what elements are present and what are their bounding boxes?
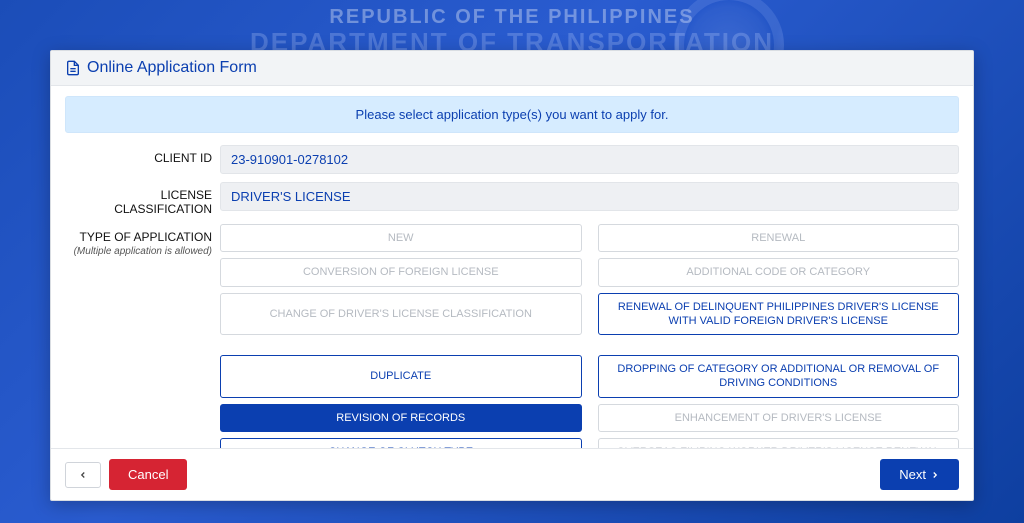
application-type-options: NEW RENEWAL CONVERSION OF FOREIGN LICENS…	[220, 224, 959, 448]
opt-change-clutch[interactable]: CHANGE OF CLUTCH TYPE	[220, 438, 582, 448]
row-client-id: CLIENT ID 23-910901-0278102	[65, 145, 959, 174]
opt-renewal-delinquent-foreign[interactable]: RENEWAL OF DELINQUENT PHILIPPINES DRIVER…	[598, 293, 960, 336]
row-license-classification: LICENSE CLASSIFICATION DRIVER'S LICENSE	[65, 182, 959, 216]
value-client-id: 23-910901-0278102	[220, 145, 959, 174]
label-type-of-application-text: TYPE OF APPLICATION	[80, 230, 212, 244]
opt-revision-records[interactable]: REVISION OF RECORDS	[220, 404, 582, 432]
bg-line1: REPUBLIC OF THE PHILIPPINES	[0, 6, 1024, 28]
panel-footer: Cancel Next	[51, 448, 973, 500]
opt-enhancement: ENHANCEMENT OF DRIVER'S LICENSE	[598, 404, 960, 432]
opt-ofw-renewal: OVERSEAS FILIPINO WORKER DRIVER'S LICENS…	[598, 438, 960, 448]
value-license-classification: DRIVER'S LICENSE	[220, 182, 959, 211]
panel-header: Online Application Form	[51, 51, 973, 86]
chevron-right-icon	[930, 470, 940, 480]
panel-title: Online Application Form	[87, 59, 257, 77]
info-banner: Please select application type(s) you wa…	[65, 96, 959, 133]
options-gap	[220, 341, 959, 349]
label-license-classification: LICENSE CLASSIFICATION	[65, 182, 220, 216]
opt-renewal: RENEWAL	[598, 224, 960, 252]
application-panel: Online Application Form Please select ap…	[50, 50, 974, 501]
row-type-of-application: TYPE OF APPLICATION (Multiple applicatio…	[65, 224, 959, 448]
label-type-of-application-sub: (Multiple application is allowed)	[65, 246, 212, 257]
next-button-label: Next	[899, 467, 926, 482]
opt-change-classification: CHANGE OF DRIVER'S LICENSE CLASSIFICATIO…	[220, 293, 582, 336]
opt-duplicate[interactable]: DUPLICATE	[220, 355, 582, 398]
chevron-left-icon	[78, 470, 88, 480]
opt-conversion-foreign: CONVERSION OF FOREIGN LICENSE	[220, 258, 582, 286]
panel-body: Please select application type(s) you wa…	[51, 86, 973, 448]
label-type-of-application: TYPE OF APPLICATION (Multiple applicatio…	[65, 224, 220, 257]
document-icon	[65, 60, 81, 76]
next-button[interactable]: Next	[880, 459, 959, 490]
opt-additional-code: ADDITIONAL CODE OR CATEGORY	[598, 258, 960, 286]
label-client-id: CLIENT ID	[65, 145, 220, 165]
cancel-button[interactable]: Cancel	[109, 459, 187, 490]
back-button[interactable]	[65, 462, 101, 488]
background-watermark: REPUBLIC OF THE PHILIPPINES DEPARTMENT O…	[0, 0, 1024, 57]
opt-new: NEW	[220, 224, 582, 252]
opt-dropping-category[interactable]: DROPPING OF CATEGORY OR ADDITIONAL OR RE…	[598, 355, 960, 398]
